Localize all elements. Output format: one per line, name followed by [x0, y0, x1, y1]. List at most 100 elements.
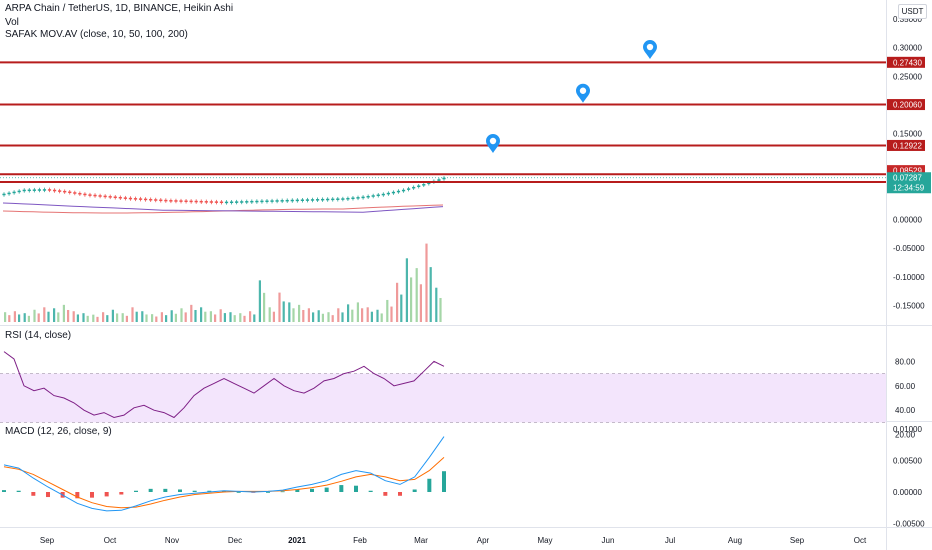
- macd-histogram-bar: [354, 485, 358, 492]
- volume-bar: [386, 299, 389, 322]
- volume-bar: [190, 304, 193, 322]
- time-axis-label: Aug: [728, 536, 742, 545]
- candle-body: [118, 196, 122, 199]
- macd-histogram-bar: [104, 492, 109, 497]
- volume-bar: [298, 304, 301, 322]
- currency-button[interactable]: USDT: [898, 4, 927, 19]
- time-axis-label: Dec: [228, 536, 242, 545]
- volume-bar: [312, 312, 315, 322]
- volume-bar: [27, 315, 30, 322]
- candle-body: [27, 189, 31, 192]
- price-tick-label: -0.05000: [893, 244, 925, 253]
- time-axis-label: Sep: [790, 536, 805, 545]
- volume-bar: [282, 301, 285, 322]
- macd-histogram-bar: [383, 492, 388, 496]
- macd-histogram-bar: [222, 490, 226, 492]
- candle-body: [386, 192, 390, 195]
- candle-body: [427, 182, 431, 185]
- candle-body: [229, 201, 234, 204]
- macd-histogram-bar: [163, 488, 168, 492]
- volume-bar: [67, 309, 70, 322]
- candle-body: [366, 195, 370, 198]
- candle-body: [442, 177, 446, 180]
- macd-histogram-bar: [442, 471, 446, 492]
- volume-bar: [366, 307, 369, 322]
- volume-bar: [263, 292, 266, 322]
- volume-bar: [131, 307, 134, 322]
- rsi-tick-label: 60.00: [895, 382, 916, 391]
- volume-bar: [253, 314, 256, 322]
- level-price-tag: [887, 99, 925, 111]
- macd-histogram-bar: [412, 489, 417, 492]
- candle-body: [412, 186, 416, 189]
- candle-body: [260, 200, 264, 203]
- volume-bar: [396, 282, 399, 322]
- volume-bar: [405, 258, 408, 322]
- candle-body: [98, 195, 102, 197]
- candle-body: [199, 200, 203, 203]
- volume-bar: [62, 304, 65, 322]
- candle-body: [184, 200, 188, 203]
- map-pin-dot: [646, 43, 654, 51]
- level-price-label: 0.12922: [893, 141, 922, 150]
- price-tick-label: 0.15000: [893, 130, 922, 139]
- volume-bar: [43, 307, 46, 322]
- candle-body: [108, 196, 112, 198]
- macd-histogram-bar: [31, 492, 36, 496]
- candle-body: [381, 193, 385, 196]
- volume-bar: [361, 308, 364, 322]
- time-axis-label: Feb: [353, 536, 367, 545]
- volume-bar: [4, 312, 7, 322]
- candle-body: [22, 189, 26, 192]
- time-axis-label: Nov: [165, 536, 179, 545]
- candle-body: [250, 200, 254, 203]
- macd-tick-label: 0.01000: [893, 425, 922, 434]
- candle-body: [123, 197, 127, 199]
- candle-body: [396, 190, 401, 193]
- candle-body: [437, 179, 441, 181]
- candle-body: [300, 199, 304, 201]
- candle-body: [47, 189, 52, 191]
- volume-bar: [57, 312, 60, 322]
- rsi-tick-label: 20.00: [895, 431, 916, 440]
- time-axis-label: Oct: [854, 536, 867, 545]
- time-axis-label: May: [537, 536, 552, 545]
- candle-body: [331, 198, 335, 201]
- price-tick-label: 0.00000: [893, 216, 922, 225]
- macd-histogram-bar: [2, 490, 6, 492]
- candle-body: [58, 190, 62, 192]
- candle-body: [164, 199, 168, 202]
- candle-body: [73, 192, 77, 194]
- candle-body: [315, 199, 320, 201]
- rsi-line: [3, 351, 445, 419]
- vol-legend: Vol: [5, 17, 19, 28]
- volume-bar: [111, 309, 114, 322]
- price-tick-label: 0.35000: [893, 15, 922, 24]
- macd-histogram-bar: [134, 490, 138, 492]
- candle-body: [346, 197, 350, 200]
- macd-histogram-bar: [310, 488, 314, 492]
- macd-histogram-bar: [368, 490, 373, 492]
- macd-histogram-bar: [90, 492, 94, 498]
- volume-bar: [249, 311, 252, 322]
- candle-body: [189, 200, 193, 203]
- volume-bar: [155, 316, 158, 322]
- volume-bar: [307, 308, 310, 322]
- candle-body: [361, 196, 365, 199]
- candle-body: [169, 200, 173, 202]
- time-axis-label: Mar: [414, 536, 428, 545]
- candle-body: [133, 198, 138, 200]
- candle-body: [285, 199, 289, 202]
- macd-histogram-bar: [119, 492, 124, 495]
- volume-bar: [151, 314, 154, 322]
- volume-bar: [102, 312, 105, 322]
- volume-bar: [288, 302, 291, 322]
- volume-bar: [439, 297, 442, 322]
- price-tick-label: -0.10000: [893, 273, 925, 282]
- candle-body: [351, 197, 355, 200]
- macd-histogram-bar: [398, 492, 402, 496]
- volume-bar: [116, 313, 119, 322]
- volume-bar: [390, 306, 393, 322]
- time-axis-label: Sep: [40, 536, 55, 545]
